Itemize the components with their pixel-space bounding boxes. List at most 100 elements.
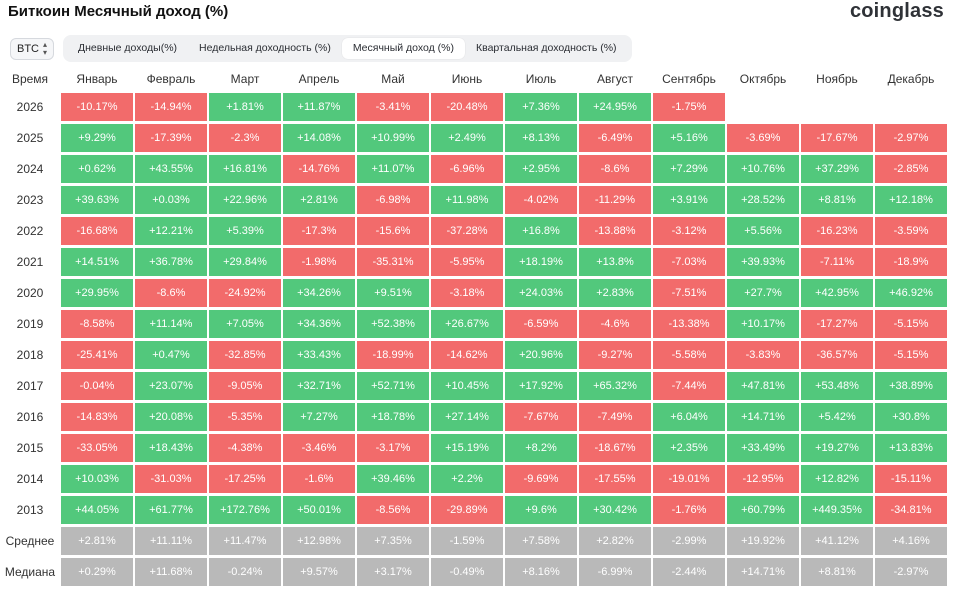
return-cell: -1.76% xyxy=(653,496,725,524)
return-cell: +11.14% xyxy=(135,310,207,338)
return-cell: -17.39% xyxy=(135,124,207,152)
return-cell: +6.04% xyxy=(653,403,725,431)
return-cell: +30.8% xyxy=(875,403,947,431)
return-cell: -34.81% xyxy=(875,496,947,524)
return-cell: -9.27% xyxy=(579,341,651,369)
return-cell: -29.89% xyxy=(431,496,503,524)
return-cell: -1.6% xyxy=(283,465,355,493)
return-cell: +38.89% xyxy=(875,372,947,400)
return-cell: +8.16% xyxy=(505,558,577,586)
return-cell: -9.69% xyxy=(505,465,577,493)
asset-select[interactable]: BTC ▴ ▾ xyxy=(10,38,54,60)
row-label: 2023 xyxy=(16,193,44,207)
return-cell: +60.79% xyxy=(727,496,799,524)
row-label: 2022 xyxy=(16,224,44,238)
return-cell: +13.83% xyxy=(875,434,947,462)
tab-daily[interactable]: Дневные доходы(%) xyxy=(78,42,178,54)
stat-row: Среднее +2.81% +11.11% +11.47% +12.98% +7.35%… xyxy=(0,527,960,558)
return-cell: +20.08% xyxy=(135,403,207,431)
return-cell: -11.29% xyxy=(579,186,651,214)
return-cell: +52.71% xyxy=(357,372,429,400)
return-cell: -3.41% xyxy=(357,93,429,121)
return-cell: -3.18% xyxy=(431,279,503,307)
return-cell: +61.77% xyxy=(135,496,207,524)
return-cell: -0.04% xyxy=(61,372,133,400)
return-cell: -4.6% xyxy=(579,310,651,338)
return-cell: -8.6% xyxy=(135,279,207,307)
return-cell: +24.03% xyxy=(505,279,577,307)
return-cell: -2.99% xyxy=(653,527,725,555)
row-label: 2013 xyxy=(16,503,44,517)
return-cell: +2.49% xyxy=(431,124,503,152)
tab-monthly[interactable]: Месячный доход (%) xyxy=(341,38,466,59)
return-cell: -7.03% xyxy=(653,248,725,276)
return-cell: -5.35% xyxy=(209,403,281,431)
return-cell: -7.67% xyxy=(505,403,577,431)
tab-quarterly[interactable]: Квартальная доходность (%) xyxy=(476,42,617,54)
return-cell: +16.8% xyxy=(505,217,577,245)
return-cell xyxy=(875,93,947,121)
return-cell: +14.08% xyxy=(283,124,355,152)
return-cell: +18.43% xyxy=(135,434,207,462)
return-cell: +3.17% xyxy=(357,558,429,586)
return-cell: +13.8% xyxy=(579,248,651,276)
return-cell: -17.55% xyxy=(579,465,651,493)
return-cell: +7.05% xyxy=(209,310,281,338)
return-cell: +14.71% xyxy=(727,403,799,431)
return-cell: +5.39% xyxy=(209,217,281,245)
return-cell: +0.62% xyxy=(61,155,133,183)
return-cell: +10.99% xyxy=(357,124,429,152)
return-cell: +11.68% xyxy=(135,558,207,586)
return-cell: +9.57% xyxy=(283,558,355,586)
return-cell: -4.38% xyxy=(209,434,281,462)
return-cell: -6.96% xyxy=(431,155,503,183)
return-cell: -6.49% xyxy=(579,124,651,152)
return-cell: -32.85% xyxy=(209,341,281,369)
return-cell: +15.19% xyxy=(431,434,503,462)
return-cell: -5.95% xyxy=(431,248,503,276)
return-cell: -3.69% xyxy=(727,124,799,152)
return-cell: +44.05% xyxy=(61,496,133,524)
return-cell: +7.35% xyxy=(357,527,429,555)
return-cell: +0.29% xyxy=(61,558,133,586)
return-cell: -2.97% xyxy=(875,558,947,586)
tab-weekly[interactable]: Недельная доходность (%) xyxy=(199,42,331,54)
year-row: 2021 +14.51% +36.78% +29.84% -1.98% -35.31% -5… xyxy=(0,248,960,279)
return-cell: +19.27% xyxy=(801,434,873,462)
return-cell: -18.99% xyxy=(357,341,429,369)
return-cell: -14.62% xyxy=(431,341,503,369)
return-cell: +28.52% xyxy=(727,186,799,214)
return-cell: +34.26% xyxy=(283,279,355,307)
header-time: Время xyxy=(11,72,49,86)
return-cell: +11.98% xyxy=(431,186,503,214)
coinglass-logo[interactable]: coinglass xyxy=(849,0,944,22)
return-cell: -5.15% xyxy=(875,341,947,369)
return-cell: -35.31% xyxy=(357,248,429,276)
return-cell: +0.47% xyxy=(135,341,207,369)
return-cell: +4.16% xyxy=(875,527,947,555)
return-cell: +2.83% xyxy=(579,279,651,307)
row-label: 2025 xyxy=(16,131,44,145)
header-month: Январь xyxy=(76,72,118,86)
return-cell: +11.47% xyxy=(209,527,281,555)
return-cell: +27.14% xyxy=(431,403,503,431)
return-cell: +47.81% xyxy=(727,372,799,400)
return-cell: -36.57% xyxy=(801,341,873,369)
return-cell: +32.71% xyxy=(283,372,355,400)
return-cell: +449.35% xyxy=(801,496,873,524)
return-cell: +39.93% xyxy=(727,248,799,276)
header-month: Декабрь xyxy=(887,72,935,86)
return-cell: -3.12% xyxy=(653,217,725,245)
return-cell: -31.03% xyxy=(135,465,207,493)
return-cell: -24.92% xyxy=(209,279,281,307)
row-label: 2026 xyxy=(16,100,44,114)
return-cell: +43.55% xyxy=(135,155,207,183)
year-row: 2016 -14.83% +20.08% -5.35% +7.27% +18.78% +27… xyxy=(0,403,960,434)
return-cell: +12.21% xyxy=(135,217,207,245)
return-cell: -25.41% xyxy=(61,341,133,369)
row-label: 2021 xyxy=(16,255,44,269)
return-cell: +30.42% xyxy=(579,496,651,524)
return-cell: -0.49% xyxy=(431,558,503,586)
return-cell: -7.44% xyxy=(653,372,725,400)
return-cell: +10.76% xyxy=(727,155,799,183)
